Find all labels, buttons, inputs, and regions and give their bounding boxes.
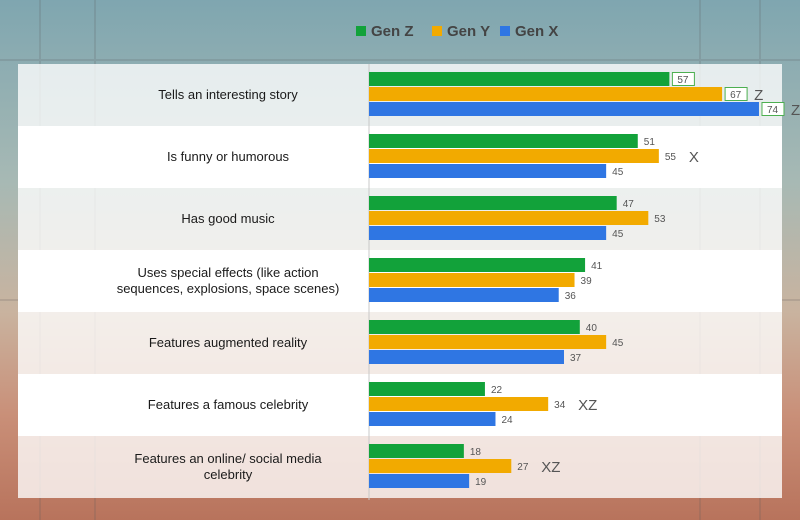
- bar-gen-z: [369, 320, 580, 334]
- bar-gen-y: [369, 459, 512, 473]
- bar-gen-y: [369, 87, 723, 101]
- category-label: Uses special effects (like action: [137, 265, 318, 280]
- bar-gen-z: [369, 258, 586, 272]
- significance-label: XZ: [578, 397, 597, 414]
- category-label: Is funny or humorous: [167, 149, 290, 164]
- value-label: 67: [730, 90, 742, 101]
- legend-swatch-gen-y: [432, 26, 442, 36]
- bar-gen-z: [369, 72, 670, 86]
- legend-label-gen-x: Gen X: [515, 23, 558, 40]
- value-label: 51: [644, 137, 656, 148]
- bar-gen-z: [369, 134, 638, 148]
- bar-gen-x: [369, 288, 559, 302]
- legend: Gen Z Gen Y Gen X: [356, 23, 558, 40]
- value-highlight-box: [761, 102, 785, 116]
- bar-gen-x: [369, 412, 496, 426]
- significance-labels: Z Z X XZ XZ: [541, 87, 800, 476]
- value-label: 45: [612, 167, 624, 178]
- category-label: sequences, explosions, space scenes): [117, 281, 340, 296]
- bar-gen-y: [369, 211, 649, 225]
- bar-gen-y: [369, 335, 607, 349]
- legend-swatch-gen-x: [500, 26, 510, 36]
- bar-gen-x: [369, 350, 564, 364]
- value-highlight-box: [671, 72, 695, 86]
- significance-label: Z: [791, 102, 800, 119]
- significance-label: X: [689, 149, 699, 166]
- bar-gen-x: [369, 226, 607, 240]
- value-label: 39: [581, 276, 593, 287]
- value-label: 55: [665, 152, 677, 163]
- bar-gen-x: [369, 164, 607, 178]
- bar-gen-x: [369, 474, 470, 488]
- value-label: 36: [565, 291, 577, 302]
- category-label: Features a famous celebrity: [148, 397, 309, 412]
- bar-gen-z: [369, 382, 485, 396]
- value-label: 41: [591, 261, 603, 272]
- value-label: 74: [767, 105, 779, 116]
- bars: [369, 72, 759, 488]
- value-label: 19: [475, 477, 487, 488]
- legend-swatch-gen-z: [356, 26, 366, 36]
- bar-gen-y: [369, 273, 575, 287]
- significance-label: Z: [754, 87, 763, 104]
- category-label: Tells an interesting story: [158, 87, 298, 102]
- bar-gen-z: [369, 196, 617, 210]
- value-label: 34: [554, 400, 566, 411]
- value-highlight-box: [724, 87, 748, 101]
- value-label: 18: [470, 447, 482, 458]
- legend-label-gen-y: Gen Y: [447, 23, 490, 40]
- value-label: 45: [612, 338, 624, 349]
- value-label: 27: [517, 462, 529, 473]
- value-label: 57: [677, 75, 689, 86]
- bar-gen-z: [369, 444, 464, 458]
- category-labels: Tells an interesting story Is funny or hu…: [117, 87, 340, 482]
- value-label: 37: [570, 353, 582, 364]
- value-label: 47: [623, 199, 635, 210]
- value-label: 40: [586, 323, 598, 334]
- significance-label: XZ: [541, 459, 560, 476]
- category-label: Has good music: [181, 211, 275, 226]
- value-labels: 57 67 74 51 55 45 47 53 45 41 39 36 40 45 37 22 34 24 18 27…: [470, 72, 785, 488]
- bar-gen-x: [369, 102, 759, 116]
- category-label: Features augmented reality: [149, 335, 308, 350]
- legend-label-gen-z: Gen Z: [371, 23, 414, 40]
- value-label: 22: [491, 385, 503, 396]
- bar-gen-y: [369, 149, 659, 163]
- value-label: 53: [654, 214, 666, 225]
- value-label: 24: [501, 415, 513, 426]
- category-label: celebrity: [204, 467, 253, 482]
- value-label: 45: [612, 229, 624, 240]
- bar-gen-y: [369, 397, 549, 411]
- category-label: Features an online/ social media: [134, 451, 322, 466]
